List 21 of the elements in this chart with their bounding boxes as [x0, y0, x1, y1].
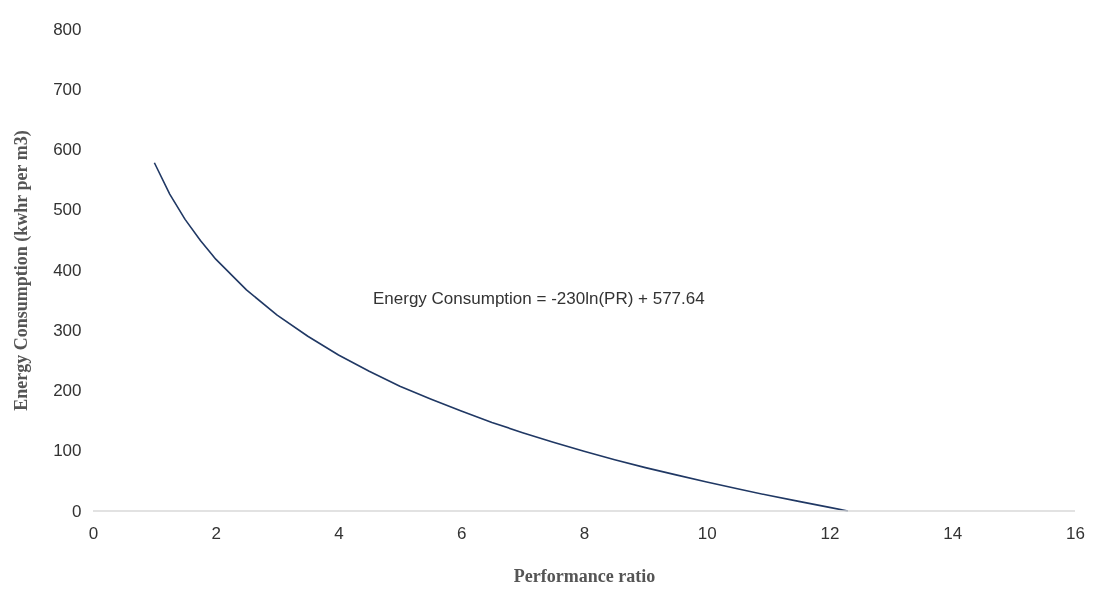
- x-tick-label: 14: [943, 523, 963, 543]
- x-tick-label: 0: [88, 523, 99, 543]
- x-tick-label: 6: [457, 523, 467, 543]
- y-tick-label: 600: [53, 140, 82, 159]
- x-tick-label: 2: [211, 523, 221, 543]
- y-tick-label: 300: [53, 320, 82, 340]
- y-tick-label: 0: [72, 501, 82, 521]
- x-tick-label: 8: [579, 523, 590, 543]
- x-tick-label: 4: [334, 523, 344, 543]
- y-tick-label: 800: [53, 19, 82, 39]
- x-axis-title: Performance ratio: [513, 565, 656, 586]
- y-tick-label: 400: [53, 260, 82, 280]
- y-tick-label: 100: [53, 441, 82, 461]
- y-tick-label: 500: [53, 200, 82, 220]
- x-tick-label: 12: [820, 523, 840, 543]
- x-tick-label: 10: [697, 523, 717, 543]
- y-tick-label: 200: [53, 381, 82, 400]
- annotation: Energy Consumption = -230ln(PR) + 577.64: [373, 289, 705, 308]
- y-axis-title: Energy Consumption (kwhr per m3): [11, 130, 33, 411]
- x-tick-label: 16: [1066, 523, 1085, 543]
- y-tick-label: 700: [53, 79, 82, 99]
